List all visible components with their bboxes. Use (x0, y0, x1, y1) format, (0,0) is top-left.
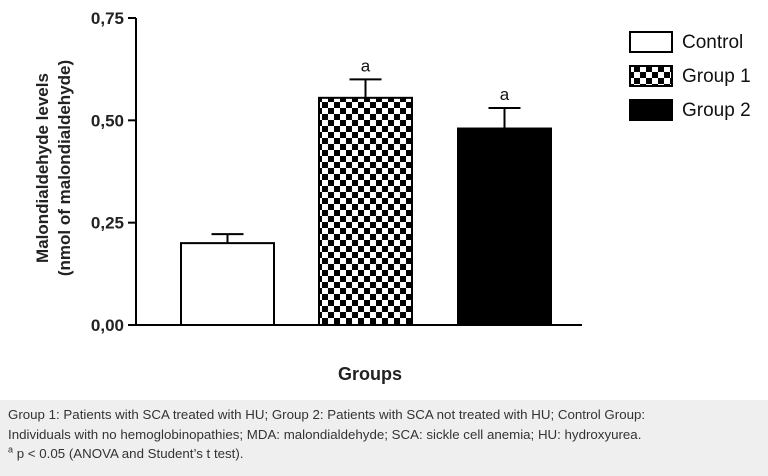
caption-line-1: Group 1: Patients with SCA treated with … (8, 407, 646, 422)
bars (180, 78, 552, 326)
caption-line-3-text: p < 0.05 (ANOVA and Student’s t test). (13, 446, 244, 462)
y-axis-title-line1: Malondialdehyde levels (33, 73, 52, 263)
figure-caption: Group 1: Patients with SCA treated with … (0, 400, 768, 476)
significance-label: a (361, 56, 371, 75)
y-tick-label: 0,50 (91, 111, 124, 130)
chart-svg: 0,00 0,25 0,50 0,75 a a Malondialdehyde level… (33, 9, 751, 384)
caption-line-2: Individuals with no hemoglobinopathies; … (8, 426, 642, 442)
legend: Control Group 1 Group 2 (629, 31, 751, 121)
legend-label: Group 1 (682, 66, 751, 87)
caption-superscript: a (8, 444, 14, 455)
significance-label: a (500, 85, 510, 104)
tick-labels: 0,00 0,25 0,50 0,75 a a (91, 9, 510, 335)
bar-group-2 (457, 127, 552, 326)
caption-line-3: a p < 0.05 (ANOVA and Student’s t test). (8, 444, 760, 464)
legend-swatch (629, 65, 673, 87)
y-tick-label: 0,25 (91, 214, 124, 233)
y-tick-label: 0,75 (91, 9, 124, 28)
bar-chart: 0,00 0,25 0,50 0,75 a a Malondialdehyde level… (33, 9, 751, 384)
legend-swatch (629, 31, 673, 53)
y-tick-label: 0,00 (91, 316, 124, 335)
legend-label: Group 2 (682, 100, 751, 121)
legend-label: Control (682, 32, 743, 53)
bar-control (180, 242, 275, 326)
x-axis-title: Groups (338, 364, 402, 384)
y-axis-title-line2: (nmol of malondialdehyde) (55, 60, 74, 276)
bar-group-1 (318, 96, 413, 326)
legend-swatch (629, 99, 673, 121)
